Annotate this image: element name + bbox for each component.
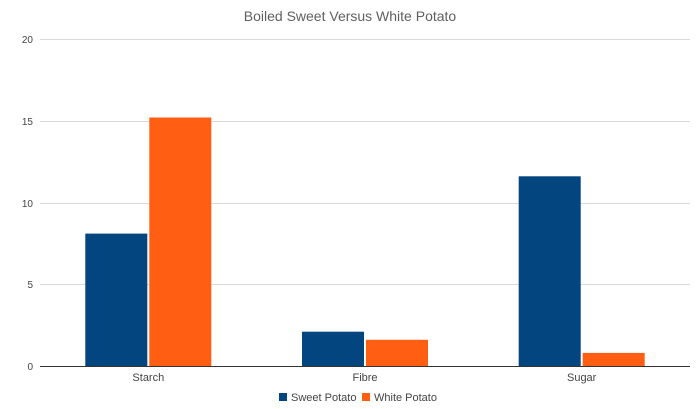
bar-fibre-white-potato [366,339,428,366]
x-axis-category-labels: Starch Fibre Sugar [132,372,596,384]
gridlines [40,39,690,285]
y-tick-label: 5 [27,280,33,291]
y-tick-label: 20 [22,35,34,46]
x-category-label: Fibre [352,372,377,384]
y-tick-label: 0 [27,362,33,373]
legend-label: White Potato [374,392,437,404]
chart-title: Boiled Sweet Versus White Potato [244,8,457,24]
bar-sugar-sweet-potato [518,176,581,366]
bar-sugar-white-potato [582,352,645,366]
legend: Sweet Potato White Potato [279,392,437,404]
y-tick-label: 15 [22,117,34,128]
bar-starch-white-potato [149,117,212,366]
legend-swatch [279,393,287,401]
legend-label: Sweet Potato [291,392,356,404]
x-category-label: Sugar [567,372,597,384]
y-tick-label: 10 [22,199,34,210]
y-axis-tick-labels: 0 5 10 15 20 [22,35,34,373]
legend-swatch [362,393,370,401]
bar-fibre-sweet-potato [302,331,364,366]
x-category-label: Starch [132,372,164,384]
bar-starch-sweet-potato [85,233,148,366]
bars [85,117,645,366]
